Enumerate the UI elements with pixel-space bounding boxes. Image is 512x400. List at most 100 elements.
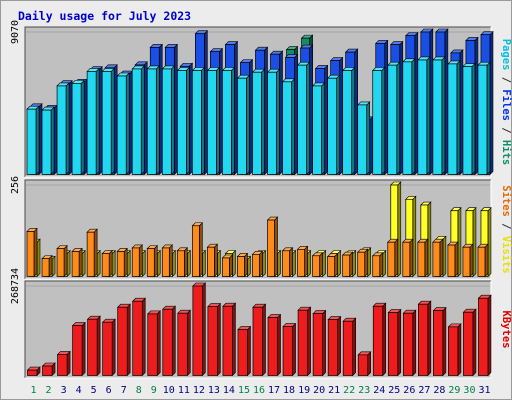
pages-bar-day-20 (311, 82, 326, 176)
sites-bar-day-26 (402, 238, 414, 278)
kbytes-bar-day-23 (357, 351, 372, 377)
pages-bar-day-6 (101, 67, 115, 176)
kbytes-bar-day-22 (342, 317, 357, 377)
day-label-17: 17 (268, 385, 280, 396)
sites-bar-day-31 (477, 243, 489, 278)
day-label-21: 21 (328, 385, 340, 396)
day-label-19: 19 (298, 385, 310, 396)
pages-bar-day-29 (447, 60, 461, 176)
day-label-28: 28 (433, 385, 445, 396)
sites-bar-day-13 (206, 243, 219, 278)
pages-bar-day-18 (281, 78, 296, 176)
sites-bar-day-8 (131, 244, 143, 278)
legend-part-hits-1: / (500, 70, 512, 89)
sites-bar-day-19 (296, 245, 309, 278)
sites-bar-day-1 (26, 227, 38, 278)
kbytes-bar-day-11 (177, 309, 192, 377)
day-label-30: 30 (463, 385, 475, 396)
pages-bar-day-10 (161, 65, 176, 176)
sites-bar-day-18 (281, 247, 294, 278)
pages-bar-day-2 (41, 106, 55, 176)
kbytes-bar-day-5 (86, 315, 101, 377)
day-label-20: 20 (313, 385, 325, 396)
legend-part-kbytes-0: KBytes (500, 311, 512, 349)
sites-bar-day-5 (86, 228, 98, 278)
day-label-11: 11 (178, 385, 190, 396)
max-value-label-kbytes: 268734 (10, 268, 21, 304)
day-label-25: 25 (388, 385, 400, 396)
sites-bar-day-11 (176, 247, 189, 278)
day-label-31: 31 (478, 385, 490, 396)
legend-part-hits-2: Files (500, 89, 512, 121)
day-label-27: 27 (418, 385, 430, 396)
pages-bar-day-8 (131, 65, 145, 176)
pages-bar-day-1 (26, 105, 40, 176)
day-label-6: 6 (106, 385, 112, 396)
legend-part-hits-4: Hits (500, 140, 512, 165)
day-label-2: 2 (46, 385, 52, 396)
panels-layer: 9070 Pages / Files / Hits 256 Sites / Visit… (10, 20, 512, 379)
pages-bar-day-24 (372, 66, 386, 176)
kbytes-bar-day-14 (222, 302, 237, 377)
pages-bar-day-4 (71, 79, 85, 176)
sites-bar-day-6 (101, 249, 113, 278)
kbytes-bar-day-18 (282, 322, 297, 377)
sites-bar-day-2 (41, 254, 53, 278)
sites-bar-day-7 (116, 247, 128, 278)
pages-bar-day-28 (432, 56, 446, 176)
sites-bar-day-3 (56, 244, 68, 278)
bars-kbytes (26, 282, 492, 377)
pages-bar-day-23 (356, 101, 371, 176)
kbytes-bar-day-21 (327, 315, 342, 377)
kbytes-bar-day-19 (297, 306, 312, 377)
panel-kbytes: 268734 KBytes (10, 268, 512, 379)
sites-bar-day-20 (311, 252, 324, 278)
pages-bar-day-27 (417, 56, 431, 176)
kbytes-bar-day-10 (162, 305, 177, 377)
day-label-22: 22 (343, 385, 355, 396)
kbytes-bar-day-29 (447, 323, 462, 377)
panel-visits: 256 Sites / Visits (10, 176, 512, 280)
legend-part-visits-1: / (500, 217, 512, 236)
kbytes-bar-day-13 (207, 302, 222, 377)
day-label-10: 10 (163, 385, 175, 396)
pages-bar-day-21 (326, 74, 341, 176)
legend-visits: Sites / Visits (500, 185, 512, 274)
pages-bar-day-7 (116, 72, 130, 176)
visits-bar-day-31 (480, 207, 492, 278)
pages-bar-day-30 (462, 62, 476, 176)
sites-bar-day-29 (447, 241, 459, 278)
max-value-label-hits: 9070 (10, 20, 21, 44)
sites-bar-day-27 (417, 238, 429, 278)
sites-bar-day-14 (221, 254, 234, 278)
day-label-18: 18 (283, 385, 295, 396)
legend-part-visits-2: Visits (500, 236, 512, 274)
day-label-8: 8 (136, 385, 142, 396)
kbytes-bar-day-2 (41, 362, 56, 377)
kbytes-bar-day-1 (26, 366, 41, 377)
kbytes-bar-day-24 (372, 302, 387, 377)
day-label-5: 5 (91, 385, 97, 396)
sites-bar-day-4 (71, 247, 83, 278)
day-label-23: 23 (358, 385, 370, 396)
pages-bar-day-14 (221, 66, 236, 176)
legend-part-hits-3: / (500, 121, 512, 140)
pages-bar-day-13 (206, 66, 221, 176)
pages-bar-day-26 (402, 58, 416, 176)
day-label-16: 16 (253, 385, 265, 396)
legend-part-hits-0: Pages (500, 39, 512, 71)
kbytes-bar-day-12 (192, 282, 207, 377)
kbytes-bar-day-20 (312, 309, 327, 377)
pages-bar-day-17 (266, 68, 281, 176)
kbytes-bar-day-30 (462, 308, 477, 377)
pages-bar-day-16 (251, 68, 266, 176)
kbytes-bar-day-6 (101, 318, 116, 377)
sites-bar-day-9 (146, 244, 158, 278)
legend-part-visits-0: Sites (500, 185, 512, 217)
day-label-26: 26 (403, 385, 415, 396)
pages-bar-day-25 (387, 61, 401, 176)
sites-bar-day-24 (372, 252, 384, 278)
pages-bar-day-12 (191, 66, 206, 176)
